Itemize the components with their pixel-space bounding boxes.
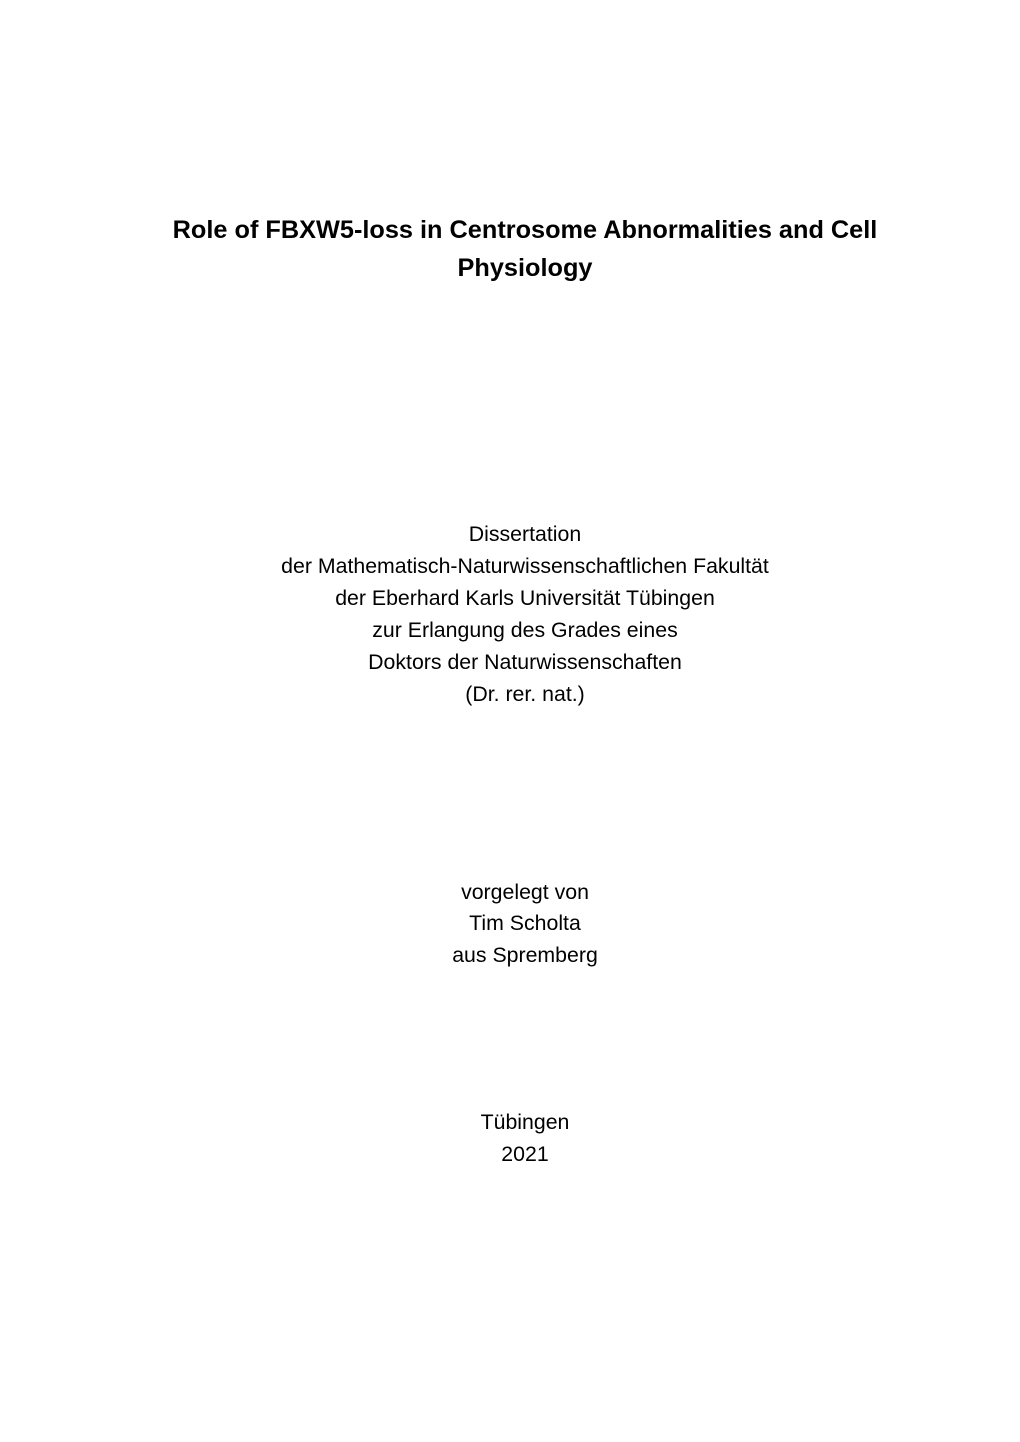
degree-purpose-1: zur Erlangung des Grades eines bbox=[130, 615, 920, 647]
title-line-1: Role of FBXW5-loss in Centrosome Abnorma… bbox=[130, 212, 920, 250]
submission-year: 2021 bbox=[130, 1139, 920, 1171]
submitted-by-label: vorgelegt von bbox=[130, 877, 920, 909]
title-page: Role of FBXW5-loss in Centrosome Abnorma… bbox=[0, 0, 1020, 1442]
dissertation-title: Role of FBXW5-loss in Centrosome Abnorma… bbox=[130, 212, 920, 288]
dissertation-info-block: Dissertation der Mathematisch-Naturwisse… bbox=[130, 519, 920, 711]
location-year-block: Tübingen 2021 bbox=[130, 1107, 920, 1171]
author-name: Tim Scholta bbox=[130, 908, 920, 940]
author-origin: aus Spremberg bbox=[130, 940, 920, 972]
author-info-block: vorgelegt von Tim Scholta aus Spremberg bbox=[130, 877, 920, 973]
degree-purpose-2: Doktors der Naturwissenschaften bbox=[130, 647, 920, 679]
university-name: der Eberhard Karls Universität Tübingen bbox=[130, 583, 920, 615]
dissertation-label: Dissertation bbox=[130, 519, 920, 551]
degree-abbrev: (Dr. rer. nat.) bbox=[130, 679, 920, 711]
submission-location: Tübingen bbox=[130, 1107, 920, 1139]
title-line-2: Physiology bbox=[130, 250, 920, 288]
faculty-name: der Mathematisch-Naturwissenschaftlichen… bbox=[130, 551, 920, 583]
